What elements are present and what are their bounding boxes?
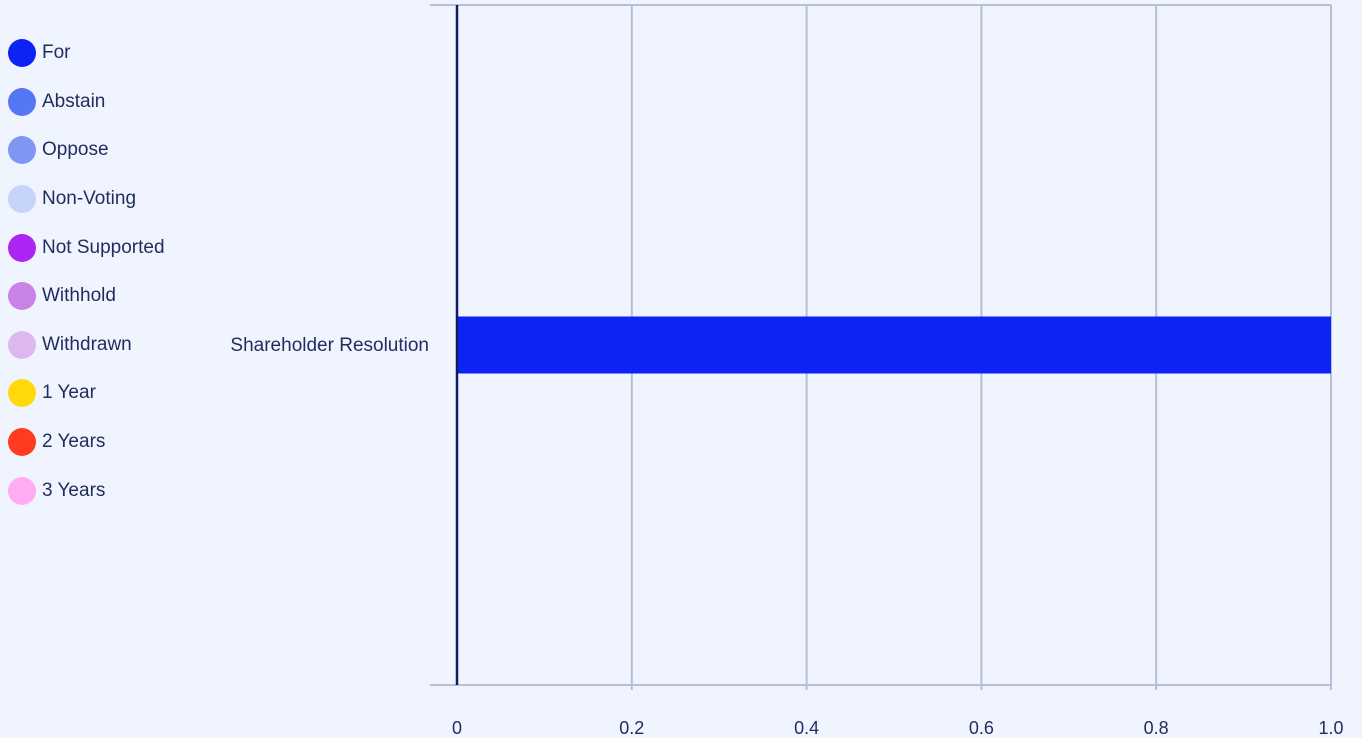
x-tick-label: 0 [452,718,462,738]
legend-item[interactable]: For [8,29,165,78]
legend-item[interactable]: Non-Voting [8,175,165,224]
legend-item[interactable]: Abstain [8,78,165,127]
legend-swatch [8,428,36,457]
legend-swatch [8,39,36,68]
legend-label: 2 Years [42,431,106,453]
legend-label: For [42,42,71,64]
x-tick-label: 0.8 [1144,718,1169,738]
legend-item[interactable]: Withdrawn [8,321,165,370]
legend-item[interactable]: 1 Year [8,369,165,418]
x-tick-label: 0.2 [619,718,644,738]
legend-label: Oppose [42,139,109,161]
legend-swatch [8,185,36,214]
x-tick-label: 0.6 [969,718,994,738]
legend-item[interactable]: Oppose [8,126,165,175]
legend-label: 1 Year [42,382,96,404]
bar-segment-for [457,316,1331,374]
chart-legend: For Abstain Oppose Non-Voting Not Supported W… [8,29,165,515]
legend-swatch [8,379,36,408]
legend-label: Not Supported [42,236,165,258]
legend-label: 3 Years [42,479,106,501]
legend-item[interactable]: Not Supported [8,223,165,272]
legend-swatch [8,476,36,505]
x-tick-label: 1.0 [1318,718,1343,738]
x-tick-label: 0.4 [794,718,819,738]
legend-swatch [8,87,36,116]
legend-swatch [8,282,36,311]
legend-swatch [8,136,36,165]
y-category-label: Shareholder Resolution [230,335,429,356]
legend-item[interactable]: Withhold [8,272,165,321]
legend-label: Abstain [42,90,106,112]
legend-item[interactable]: 2 Years [8,418,165,467]
legend-swatch [8,233,36,262]
legend-label: Withhold [42,285,116,307]
legend-item[interactable]: 3 Years [8,466,165,515]
legend-label: Withdrawn [42,333,132,355]
legend-swatch [8,330,36,359]
legend-label: Non-Voting [42,188,137,210]
